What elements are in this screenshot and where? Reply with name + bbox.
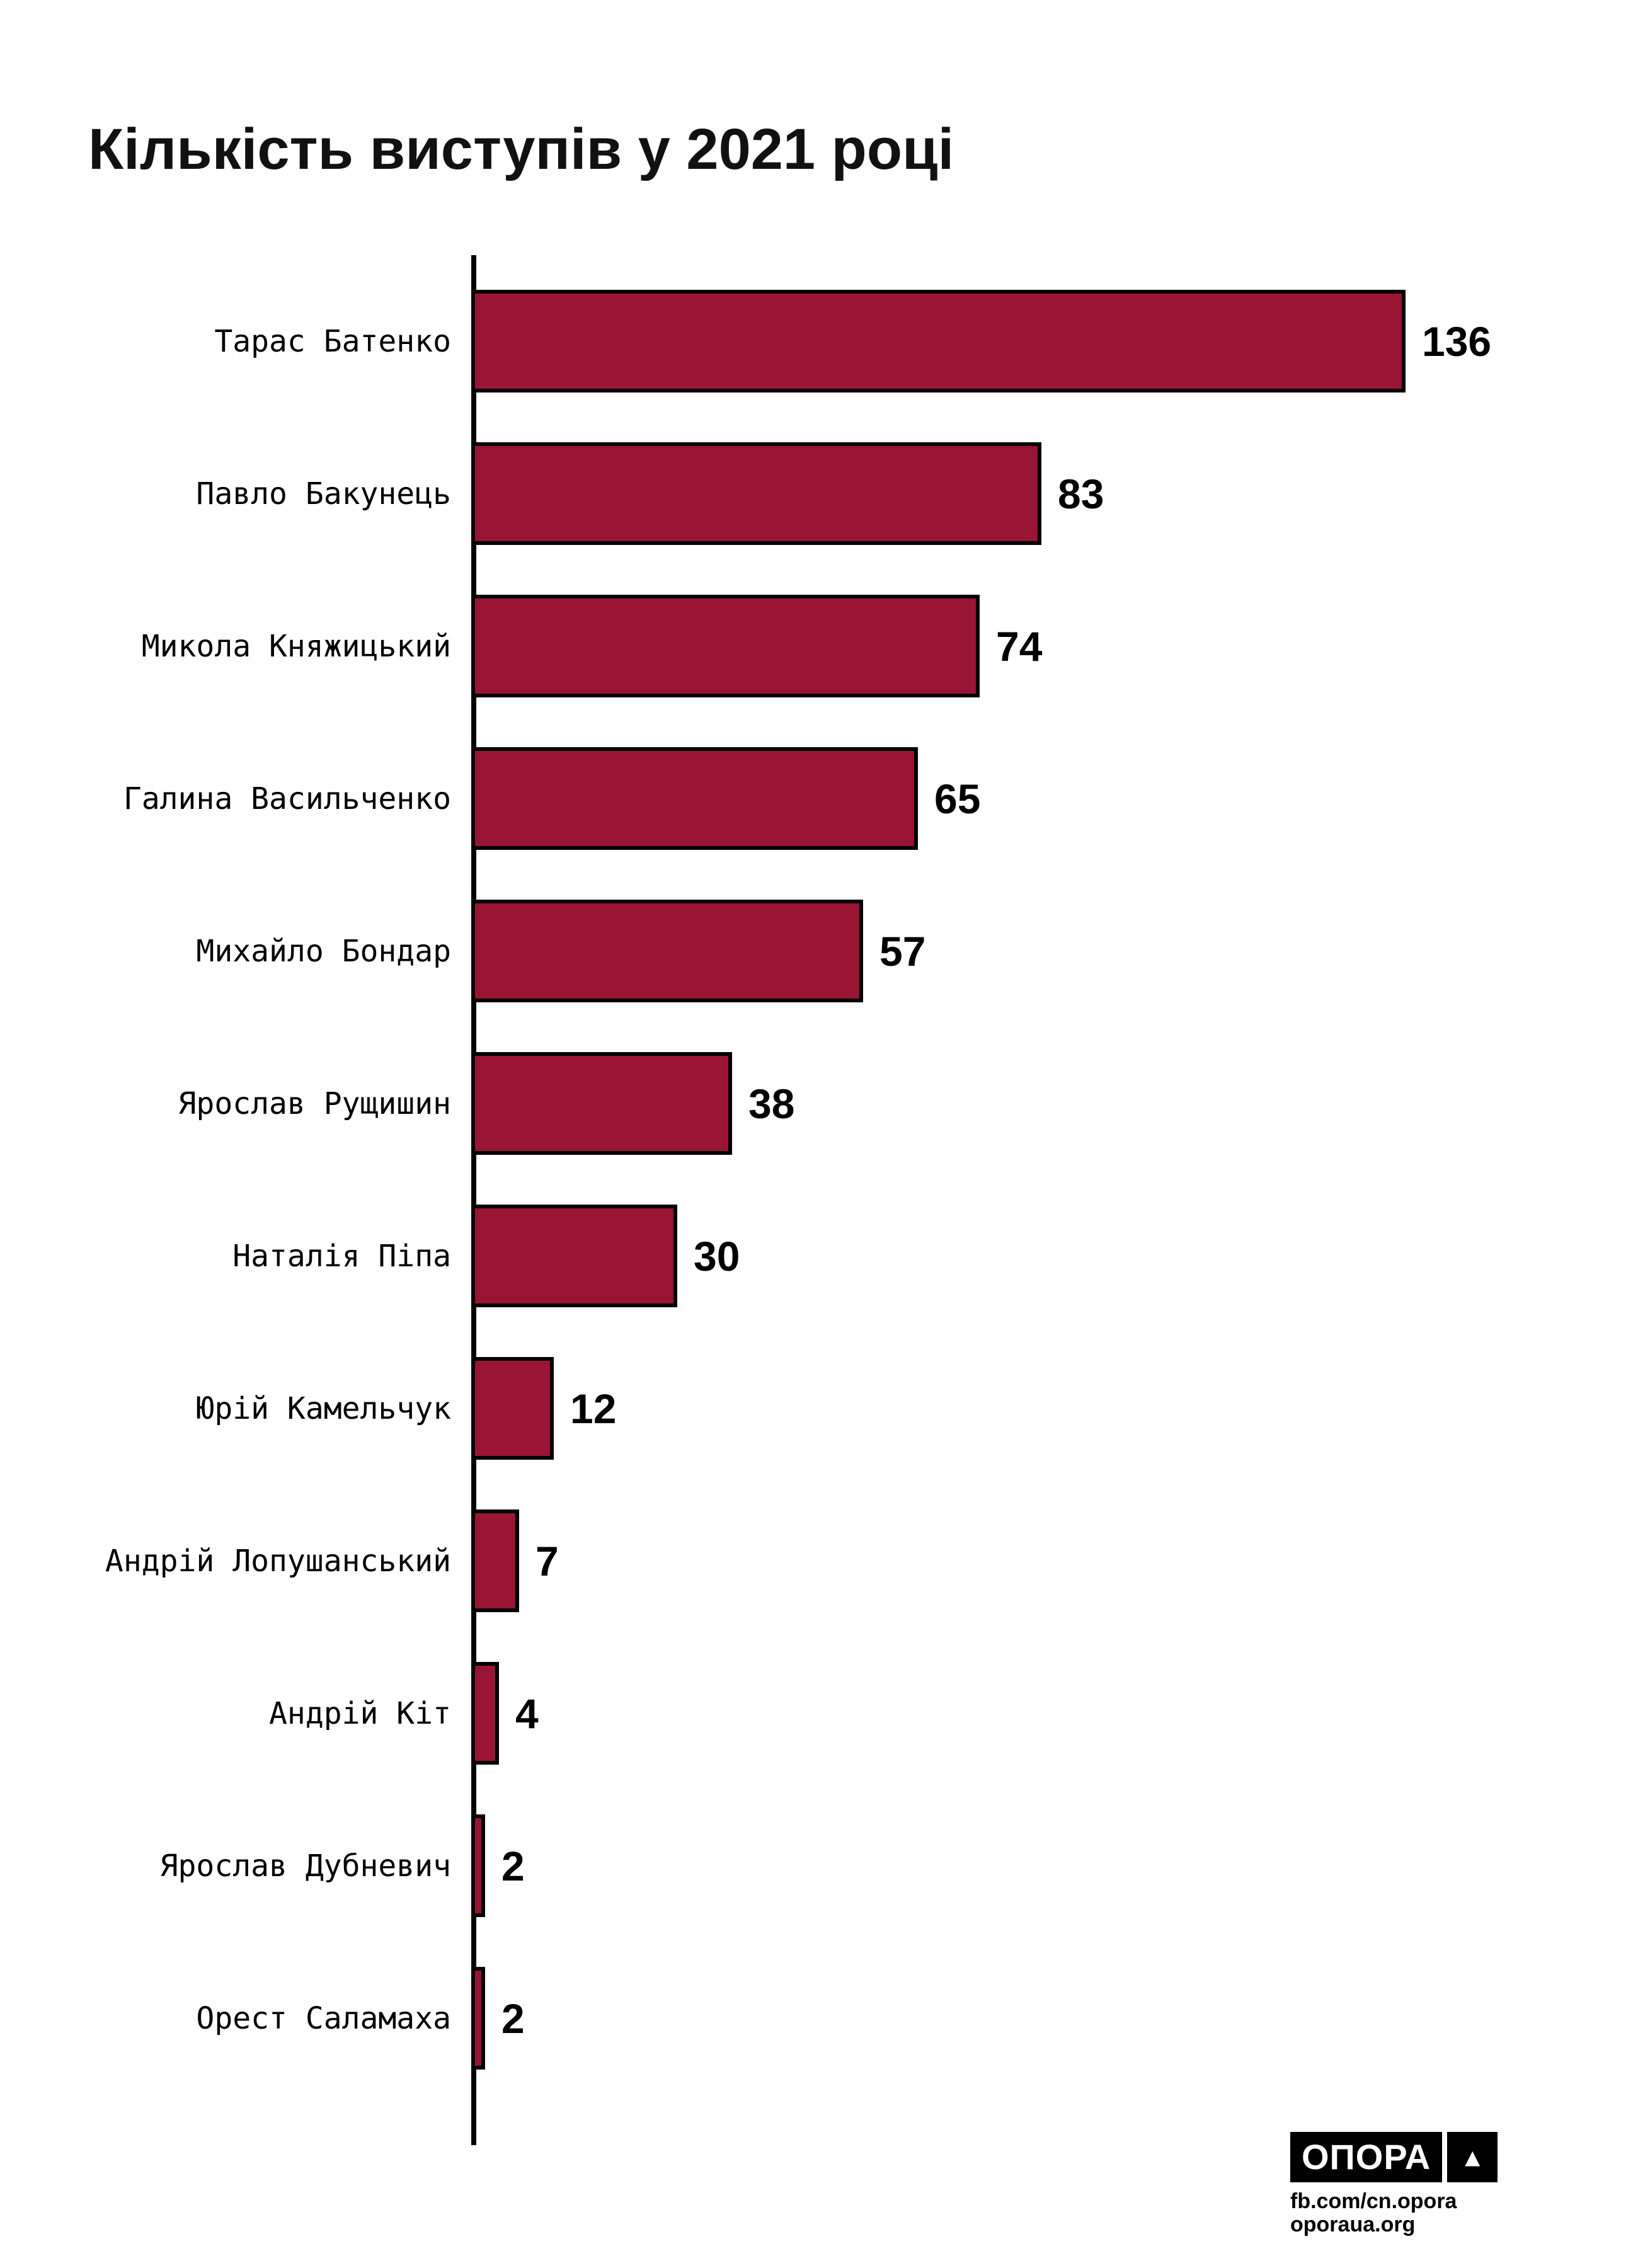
footer: ОПОРА ▲ fb.com/cn.opora oporaua.org [1290,2132,1555,2236]
bar [471,1205,677,1307]
bar-value: 2 [501,1995,525,2042]
bar-label: Михайло Бондар [196,933,451,969]
bar [471,595,980,697]
bar-label: Орест Саламаха [196,2000,451,2036]
y-axis-line [471,255,476,2145]
bar-value: 30 [694,1232,740,1280]
chart-title: Кількість виступів у 2021 році [88,117,954,181]
bar [471,900,863,1002]
bar-value: 57 [879,927,926,975]
bar-value: 12 [570,1385,617,1432]
bar-label: Павло Бакунець [196,476,451,512]
bar-row: Юрій Камельчук 12 [0,1357,1638,1460]
bar [471,1509,519,1612]
bar-row: Наталія Піпа 30 [0,1205,1638,1307]
bar-value: 65 [934,775,981,822]
bar [471,290,1406,392]
bar-value: 7 [536,1537,559,1584]
bar-label: Тарас Батенко [214,323,451,359]
bar-chart: Тарас Батенко 136 Павло Бакунець 83 Микола К… [0,290,1638,2119]
bar-label: Андрій Лопушанський [105,1543,451,1579]
bar-row: Орест Саламаха 2 [0,1967,1638,2070]
bar-row: Микола Княжицький 74 [0,595,1638,697]
opora-logo: ОПОРА ▲ [1290,2132,1555,2182]
bar-value: 74 [996,622,1043,670]
bar-label: Ярослав Дубневич [159,1848,451,1884]
bar-row: Ярослав Дубневич 2 [0,1814,1638,1917]
bar-row: Ярослав Рущишин 38 [0,1052,1638,1155]
bar-label: Андрій Кіт [269,1695,451,1731]
bar [471,1052,732,1155]
bar-label: Юрій Камельчук [196,1390,451,1426]
triangle-up-icon: ▲ [1447,2132,1498,2182]
bar [471,442,1041,545]
bar-row: Галина Васильченко 65 [0,747,1638,850]
bar-value: 136 [1422,318,1492,365]
bar-row: Андрій Лопушанський 7 [0,1509,1638,1612]
bar-row: Павло Бакунець 83 [0,442,1638,545]
bar-row: Михайло Бондар 57 [0,900,1638,1002]
bar-row: Андрій Кіт 4 [0,1662,1638,1765]
bar [471,1814,485,1917]
facebook-link: fb.com/cn.opora [1290,2189,1457,2213]
bar [471,1967,485,2070]
bar-value: 38 [748,1080,795,1127]
bar-label: Микола Княжицький [141,628,451,664]
bar-label: Ярослав Рущишин [178,1085,451,1121]
bar-label: Наталія Піпа [232,1238,451,1274]
bar [471,1662,499,1765]
footer-links: fb.com/cn.opora oporaua.org [1290,2190,1555,2236]
bar [471,747,918,850]
bar-value: 4 [515,1690,539,1737]
bar-value: 2 [501,1842,525,1889]
bar-row: Тарас Батенко 136 [0,290,1638,392]
website-link: oporaua.org [1290,2212,1416,2236]
bar-value: 83 [1058,470,1104,517]
bar [471,1357,554,1460]
bar-label: Галина Васильченко [123,781,451,816]
opora-logo-text: ОПОРА [1290,2132,1443,2182]
